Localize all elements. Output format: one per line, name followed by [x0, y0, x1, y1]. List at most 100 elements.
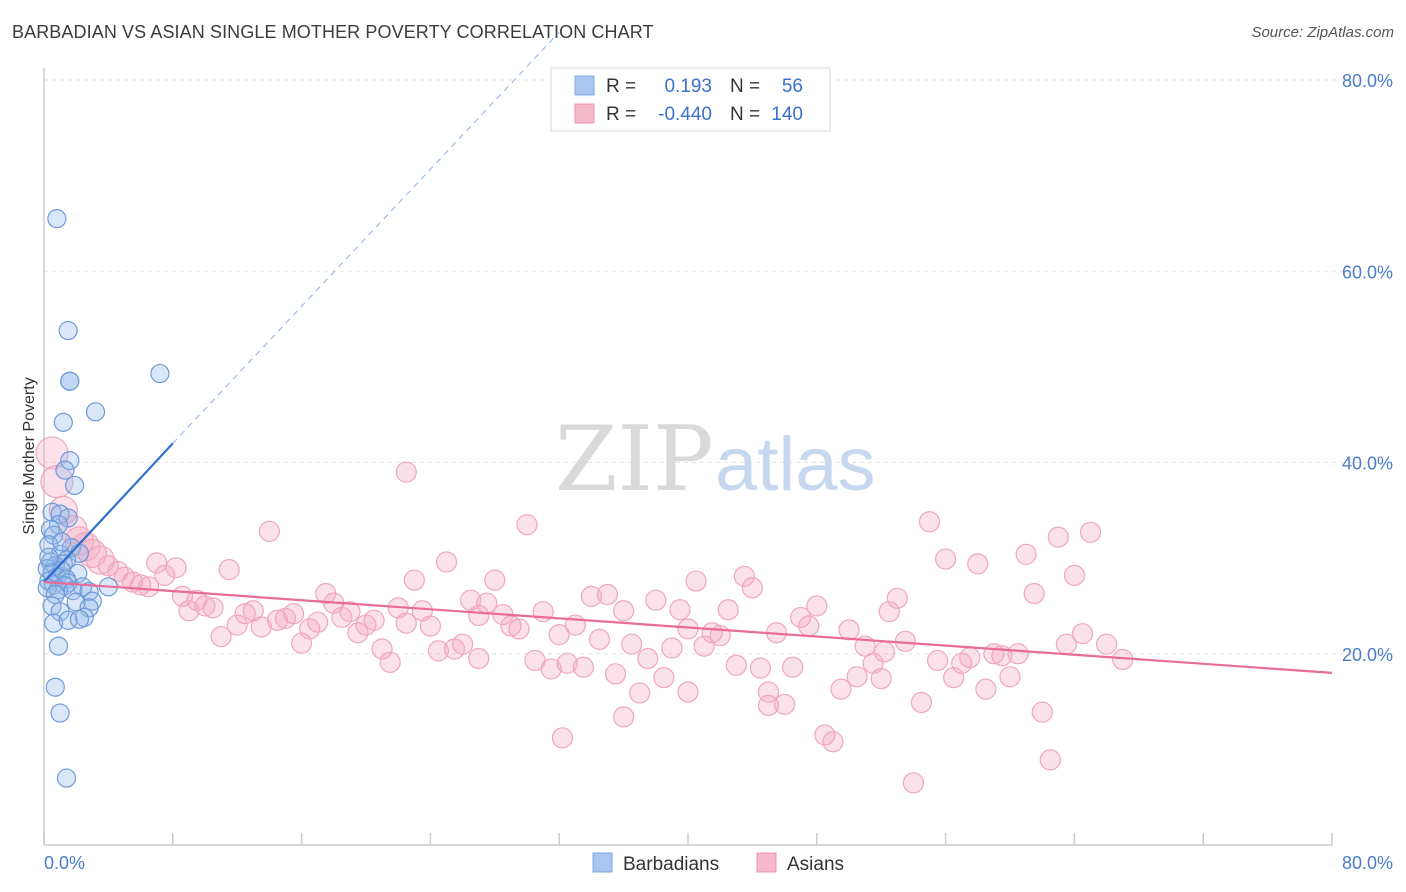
- asians-point: [790, 606, 812, 629]
- asians-point: [822, 731, 844, 753]
- bottom-legend: Barbadians Asians: [592, 852, 844, 875]
- asians-point: [604, 663, 627, 685]
- x-tick-label-min: 0.0%: [44, 853, 85, 873]
- asians-point: [749, 657, 772, 679]
- stats-r-value-blue: 0.193: [664, 76, 712, 97]
- asians-point: [846, 666, 868, 688]
- y-tick-label-60: 60.0%: [1342, 262, 1393, 282]
- asians-point: [1047, 526, 1069, 548]
- asians-point: [588, 628, 611, 651]
- stats-legend-box: [550, 67, 831, 132]
- asians-point: [798, 615, 820, 637]
- barbadians-point: [55, 460, 75, 480]
- asians-point: [677, 681, 699, 703]
- asians-point: [218, 558, 240, 581]
- barbadians-point: [85, 402, 106, 422]
- asians-point: [1095, 633, 1118, 655]
- barbadians-point: [50, 703, 70, 723]
- watermark: ZIP atlas: [555, 407, 876, 512]
- asians-point: [693, 635, 715, 657]
- asians-point: [621, 633, 643, 655]
- asians-point: [685, 570, 707, 592]
- legend-swatch-asians: [756, 852, 777, 873]
- stats-n-value-blue: 56: [782, 76, 803, 97]
- y-tick-labels: 20.0% 40.0% 60.0% 80.0%: [1342, 71, 1393, 665]
- asians-point: [1031, 701, 1053, 723]
- trend-lines: [43, 31, 1333, 674]
- asians-point: [307, 611, 329, 633]
- asians-point: [403, 569, 425, 591]
- asians-point: [516, 514, 538, 536]
- watermark-atlas: atlas: [715, 422, 876, 507]
- asians-point: [886, 587, 908, 609]
- asians-point: [202, 597, 224, 619]
- asians-point: [178, 600, 200, 622]
- barbadians-point: [58, 508, 78, 528]
- asians-point: [830, 678, 852, 700]
- asians-point: [379, 651, 401, 673]
- asians-point: [741, 577, 764, 599]
- asians-point: [959, 646, 981, 669]
- asians-point: [669, 599, 691, 621]
- asians-point: [468, 647, 490, 670]
- asians-point: [1015, 543, 1037, 565]
- legend-swatch-barbadians: [592, 852, 613, 873]
- barbadians-trend-line: [43, 442, 174, 583]
- asians-point: [395, 612, 417, 634]
- asians-point: [234, 602, 256, 625]
- barbadians-point: [64, 475, 85, 496]
- stats-r-value-pink: -0.440: [658, 104, 712, 125]
- y-tick-label-40: 40.0%: [1342, 454, 1393, 474]
- legend-label-asians: Asians: [787, 854, 844, 875]
- asians-point: [194, 595, 216, 617]
- barbadians-point: [69, 609, 90, 629]
- asians-point: [540, 658, 562, 680]
- barbadians-point: [150, 363, 170, 384]
- legend-label-barbadians: Barbadians: [623, 854, 719, 875]
- asians-point: [661, 637, 683, 659]
- barbadians-point: [60, 450, 80, 471]
- asians-point: [629, 682, 651, 704]
- barbadians-point: [44, 613, 64, 633]
- asians-point: [435, 551, 458, 573]
- barbadians-point: [58, 320, 78, 341]
- asians-point: [395, 461, 417, 483]
- asians-point: [612, 706, 635, 728]
- asians-point: [782, 656, 804, 678]
- barbadians-point: [60, 371, 80, 391]
- barbadians-point: [45, 677, 65, 697]
- asians-point: [725, 654, 747, 676]
- asians-point: [282, 602, 305, 625]
- stats-legend-swatch-blue: [574, 75, 595, 96]
- asians-point: [637, 647, 659, 670]
- asians-point: [926, 649, 949, 672]
- asians-point: [612, 600, 635, 622]
- asians-point: [484, 569, 506, 591]
- x-axis-ticks: [43, 833, 1333, 845]
- asians-point: [910, 691, 933, 714]
- asians-point: [548, 624, 570, 646]
- asians-point: [1039, 749, 1061, 771]
- asians-point: [371, 638, 393, 660]
- asians-point: [363, 609, 385, 631]
- asians-point: [468, 604, 490, 627]
- asians-point: [999, 666, 1021, 688]
- asians-point: [165, 557, 187, 579]
- asians-point: [1079, 521, 1102, 543]
- barbadians-point: [39, 547, 59, 567]
- asians-point: [250, 616, 272, 638]
- asians-point: [154, 564, 176, 586]
- barbadians-point: [53, 412, 73, 432]
- asians-point: [35, 436, 69, 470]
- stats-legend: R = 0.193 N = 56 R = -0.440 N = 140: [550, 67, 831, 132]
- asians-points: [35, 436, 1134, 794]
- asians-point: [806, 595, 828, 617]
- asians-point: [258, 520, 280, 542]
- asians-point: [419, 615, 441, 637]
- stats-r-label-blue: R =: [606, 76, 636, 97]
- y-tick-label-80: 80.0%: [1342, 71, 1393, 91]
- grid-lines: [44, 79, 1393, 655]
- barbadians-point: [56, 768, 77, 788]
- asians-point: [551, 727, 574, 749]
